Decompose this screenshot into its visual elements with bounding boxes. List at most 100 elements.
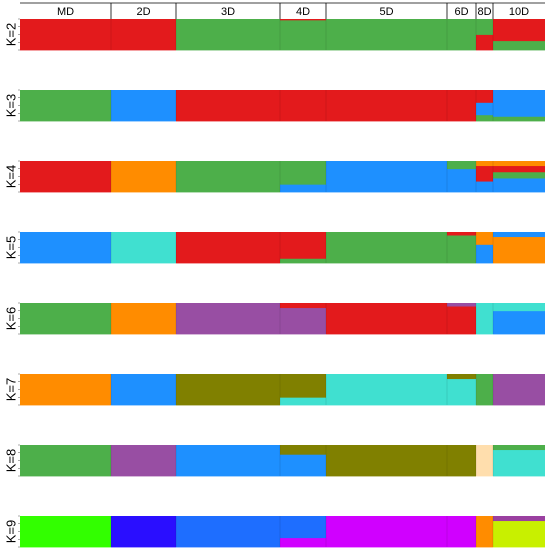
ancestry-bar <box>476 516 493 548</box>
ancestry-bar <box>280 397 326 406</box>
ancestry-bar <box>20 374 111 406</box>
ancestry-bar <box>176 232 280 264</box>
ancestry-bar <box>280 161 326 185</box>
k-row: K=5 <box>3 231 545 264</box>
ancestry-bar <box>326 90 447 122</box>
ancestry-bar <box>476 303 493 335</box>
ancestry-bar <box>176 516 280 548</box>
k-label: K=5 <box>3 236 18 260</box>
population-label: 6D <box>454 6 468 18</box>
ancestry-bar <box>280 307 326 335</box>
ancestry-bar <box>280 258 326 264</box>
ancestry-bar <box>280 516 326 539</box>
ancestry-bar <box>280 303 326 309</box>
ancestry-bar <box>447 303 476 307</box>
ancestry-bar <box>176 90 280 122</box>
population-label: MD <box>57 6 74 18</box>
ancestry-bar <box>447 90 476 122</box>
ancestry-bar <box>176 19 280 51</box>
ancestry-bar <box>493 236 545 264</box>
ancestry-bar <box>111 90 176 122</box>
ancestry-bar <box>447 161 476 170</box>
ancestry-bar <box>493 516 545 522</box>
ancestry-bar <box>476 90 493 103</box>
population-label: 10D <box>509 6 529 18</box>
population-label: 3D <box>221 6 235 18</box>
ancestry-bar <box>493 445 545 451</box>
ancestry-bar <box>111 303 176 335</box>
ancestry-bar <box>493 161 545 167</box>
ancestry-bar <box>447 235 476 264</box>
k-row: K=8 <box>3 444 545 477</box>
ancestry-bar <box>111 445 176 477</box>
ancestry-bar <box>476 181 493 193</box>
ancestry-bar <box>111 161 176 193</box>
ancestry-bar <box>476 102 493 116</box>
ancestry-bar <box>476 19 493 35</box>
ancestry-bar <box>20 516 111 548</box>
ancestry-bar <box>476 374 493 406</box>
ancestry-bar <box>447 445 476 477</box>
ancestry-bar <box>493 165 545 173</box>
ancestry-bar <box>493 178 545 193</box>
ancestry-bar <box>280 445 326 455</box>
ancestry-bar <box>20 19 111 51</box>
population-label: 4D <box>296 6 310 18</box>
ancestry-bar <box>447 19 476 51</box>
ancestry-bar <box>476 445 493 477</box>
ancestry-bar <box>447 306 476 335</box>
ancestry-bar <box>493 40 545 51</box>
ancestry-bar <box>493 374 545 406</box>
k-label: K=2 <box>3 23 18 47</box>
k-rows: K=2 K=3 K=4 K=5 K=6 K=7 K=8 K=9 <box>3 18 545 548</box>
ancestry-bar <box>447 374 476 380</box>
k-row: K=2 <box>3 18 545 51</box>
k-label: K=3 <box>3 94 18 118</box>
k-row: K=3 <box>3 89 545 122</box>
k-row: K=6 <box>3 302 545 335</box>
ancestry-bar <box>326 232 447 264</box>
ancestry-bar <box>493 19 545 42</box>
ancestry-bar <box>176 303 280 335</box>
ancestry-bar <box>493 90 545 117</box>
ancestry-bar <box>280 19 326 21</box>
ancestry-bar <box>476 244 493 264</box>
ancestry-bar <box>493 310 545 335</box>
k-label: K=9 <box>3 520 18 544</box>
ancestry-bar <box>476 114 493 122</box>
ancestry-bar <box>326 516 447 548</box>
ancestry-bar <box>280 374 326 398</box>
k-row: K=9 <box>3 515 545 548</box>
ancestry-bar <box>280 184 326 193</box>
ancestry-bar <box>176 161 280 193</box>
ancestry-bar <box>326 374 447 406</box>
ancestry-bar <box>476 165 493 182</box>
k-row: K=4 <box>3 160 545 193</box>
ancestry-bar <box>476 232 493 245</box>
k-row: K=7 <box>3 373 545 406</box>
ancestry-bar <box>447 168 476 193</box>
population-label: 5D <box>379 6 393 18</box>
k-label: K=7 <box>3 378 18 402</box>
ancestry-bar <box>493 116 545 122</box>
ancestry-bar <box>280 537 326 548</box>
ancestry-bar <box>111 374 176 406</box>
ancestry-bar <box>493 232 545 238</box>
ancestry-bar <box>493 520 545 548</box>
ancestry-bar <box>326 303 447 335</box>
population-label: 8D <box>477 6 491 18</box>
ancestry-bar <box>20 303 111 335</box>
population-header: MD 2D 3D 4D 5D 6D 8D 10D <box>20 2 545 19</box>
ancestry-bar <box>176 374 280 406</box>
ancestry-bar <box>280 19 326 51</box>
ancestry-bar <box>447 232 476 236</box>
k-label: K=6 <box>3 307 18 331</box>
population-label: 2D <box>136 6 150 18</box>
ancestry-bar <box>20 90 111 122</box>
ancestry-bar <box>326 161 447 193</box>
ancestry-bar <box>493 449 545 477</box>
ancestry-bar <box>280 232 326 259</box>
ancestry-bar <box>493 303 545 312</box>
ancestry-bar <box>326 19 447 51</box>
